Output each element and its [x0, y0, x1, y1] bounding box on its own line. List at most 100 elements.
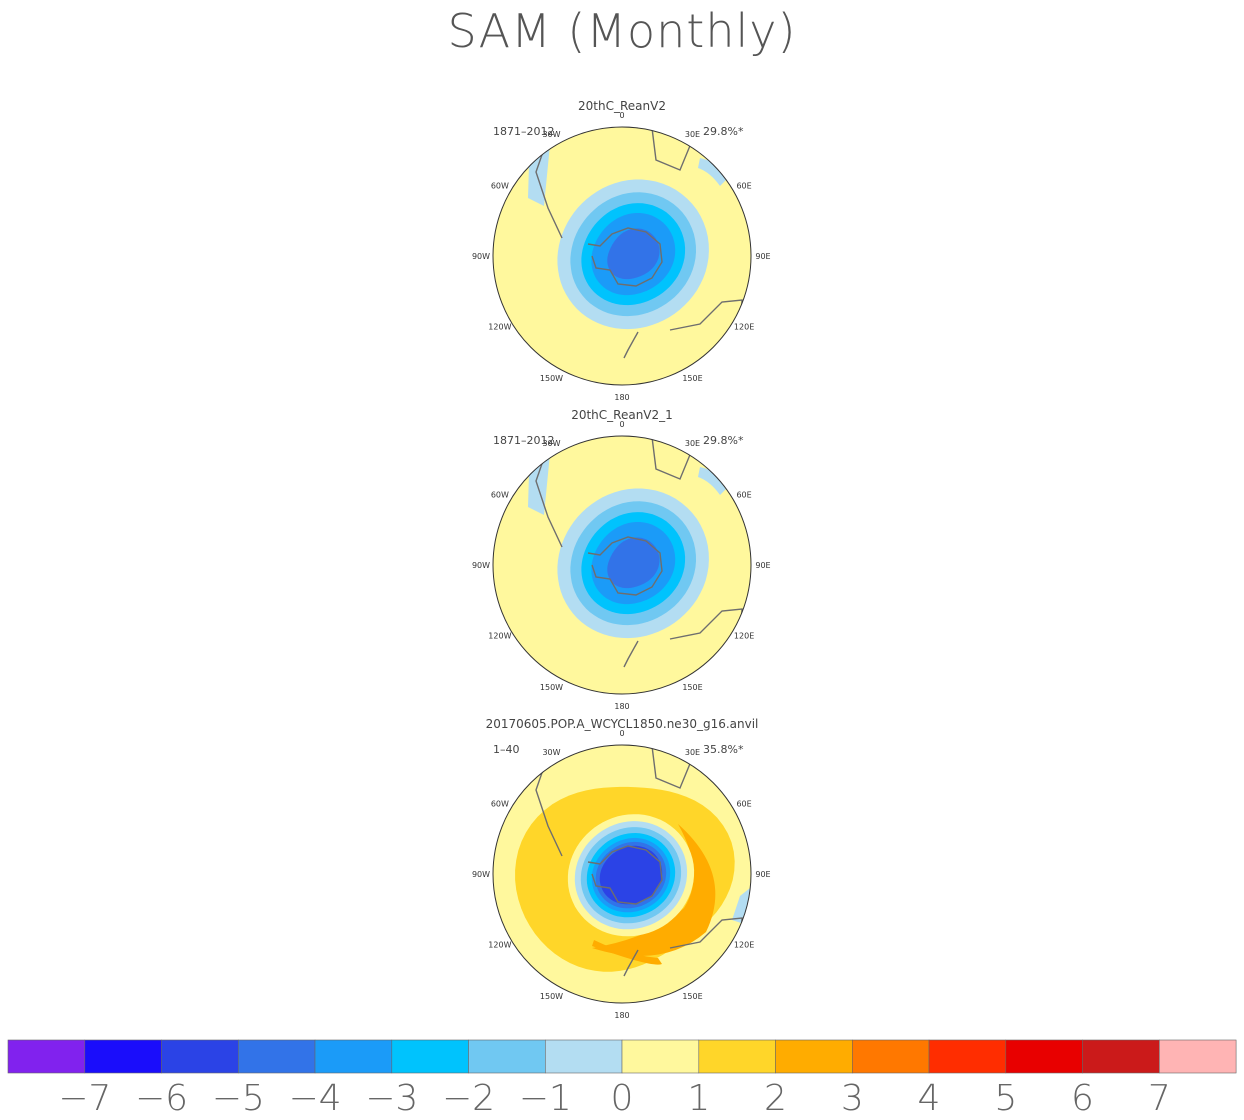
figure-title: SAM (Monthly) — [447, 4, 797, 58]
lon-label: 30W — [542, 748, 560, 757]
colorbar-tick-label: −5 — [212, 1078, 265, 1119]
colorbar-tick-label: 0 — [611, 1078, 634, 1119]
colorbar-tick-label: −4 — [288, 1078, 341, 1119]
antarctica-coast — [587, 227, 663, 287]
panel-variance: 29.8%* — [703, 434, 744, 447]
contour-level--5 — [607, 537, 660, 589]
map-panels: 0 30E 60E 90E 120E 150E 180 150W 120W 90W 60W 30W 20… — [472, 99, 771, 1020]
colorbar-swatch — [851, 1039, 930, 1074]
colorbar-swatch — [1082, 1039, 1160, 1074]
lon-label: 120E — [734, 941, 754, 950]
colorbar-tick-label: 6 — [1071, 1078, 1094, 1119]
colorbar-swatch — [1159, 1039, 1237, 1074]
lon-label: 60E — [736, 800, 751, 809]
contour-field — [493, 436, 751, 694]
lon-label: 180 — [614, 702, 629, 711]
colorbar-tick-label: 1 — [687, 1078, 710, 1119]
lon-label: 90W — [472, 870, 490, 879]
map-boundary — [492, 435, 752, 695]
new-zealand-coast — [623, 640, 639, 668]
colorbar-tick-label: 3 — [841, 1078, 864, 1119]
lon-label: 150W — [540, 374, 563, 383]
contour-level--5 — [607, 228, 660, 280]
lon-label: 0 — [619, 729, 624, 738]
lon-label: 30E — [685, 439, 700, 448]
map-boundary — [492, 126, 752, 386]
lon-label: 60W — [491, 182, 509, 191]
contour-level-2 — [592, 940, 662, 965]
lon-label: 90W — [472, 561, 490, 570]
lon-label: 30W — [542, 439, 560, 448]
antarctica-coast — [587, 536, 663, 596]
colorbar-tick-label: −7 — [58, 1078, 111, 1119]
panel-variance: 29.8%* — [703, 125, 744, 138]
colorbar-swatch — [391, 1039, 469, 1074]
lon-label: 0 — [619, 111, 624, 120]
lon-label: 180 — [614, 393, 629, 402]
lon-label: 30E — [685, 130, 700, 139]
contour-level--6 — [599, 845, 663, 905]
panel-variance: 35.8%* — [703, 743, 744, 756]
lon-label: 60W — [491, 800, 509, 809]
polar-map-panel: 0 30E 60E 90E 120E 150E 180 150W 120W 90W 60W 30W 20… — [472, 717, 771, 1020]
lon-label: 0 — [619, 420, 624, 429]
map-boundary — [492, 744, 752, 1004]
colorbar-tick-label: −6 — [135, 1078, 188, 1119]
new-zealand-coast — [623, 949, 639, 977]
panel-title: 20thC_ReanV2 — [578, 99, 666, 113]
panel-title: 20170605.POP.A_WCYCL1850.ne30_g16.anvil — [486, 717, 759, 731]
lon-label: 150E — [682, 683, 702, 692]
colorbar-tick-label: 4 — [918, 1078, 941, 1119]
lon-label: 30E — [685, 748, 700, 757]
colorbar-swatch — [7, 1039, 86, 1074]
colorbar-swatch — [1005, 1039, 1083, 1074]
panel-period: 1–40 — [493, 743, 520, 756]
polar-map-panel: 0 30E 60E 90E 120E 150E 180 150W 120W 90W 60W 30W 20… — [472, 99, 771, 402]
contour-field — [493, 745, 751, 1003]
africa-coast — [651, 436, 695, 480]
polar-map-panel: 0 30E 60E 90E 120E 150E 180 150W 120W 90W 60W 30W 20… — [472, 408, 771, 711]
lon-label: 120W — [488, 323, 511, 332]
colorbar-swatch — [84, 1039, 162, 1074]
colorbar-tick-label: 2 — [764, 1078, 787, 1119]
colorbar-tick-label: −1 — [519, 1078, 572, 1119]
colorbar-swatch — [775, 1039, 853, 1074]
new-zealand-coast — [623, 331, 639, 359]
colorbar-swatch — [928, 1039, 1007, 1074]
colorbar-swatch — [621, 1039, 700, 1074]
lon-label: 150W — [540, 992, 563, 1001]
colorbar-swatch — [544, 1039, 623, 1074]
lon-label: 60W — [491, 491, 509, 500]
lon-label: 120E — [734, 323, 754, 332]
lon-label: 150E — [682, 992, 702, 1001]
colorbar-swatch — [314, 1039, 393, 1074]
colorbar-tick-label: −2 — [442, 1078, 495, 1119]
panel-title: 20thC_ReanV2_1 — [571, 408, 673, 422]
lon-label: 90E — [755, 252, 770, 261]
colorbar-tick-label: 7 — [1148, 1078, 1171, 1119]
lon-label: 60E — [736, 491, 751, 500]
lon-label: 120W — [488, 941, 511, 950]
panel-period: 1871–2012 — [493, 434, 555, 447]
colorbar-swatch — [161, 1039, 239, 1074]
contour-level-2 — [592, 824, 716, 957]
contour-patch — [698, 158, 730, 186]
lon-label: 30W — [542, 130, 560, 139]
contour-field — [493, 127, 751, 385]
africa-coast — [651, 127, 695, 171]
lon-label: 150W — [540, 683, 563, 692]
colorbar-swatch — [468, 1039, 546, 1074]
lon-label: 90E — [755, 561, 770, 570]
lon-label: 180 — [614, 1011, 629, 1020]
lon-label: 60E — [736, 182, 751, 191]
colorbar-swatch — [238, 1039, 316, 1074]
colorbar-tick-label: −3 — [365, 1078, 418, 1119]
antarctica-coast — [587, 845, 663, 905]
contour-patch — [698, 467, 730, 495]
colorbar-swatch — [698, 1039, 776, 1074]
colorbar-tick-label: 5 — [994, 1078, 1017, 1119]
lon-label: 150E — [682, 374, 702, 383]
lon-label: 90E — [755, 870, 770, 879]
panel-period: 1871–2012 — [493, 125, 555, 138]
africa-coast — [651, 745, 695, 789]
